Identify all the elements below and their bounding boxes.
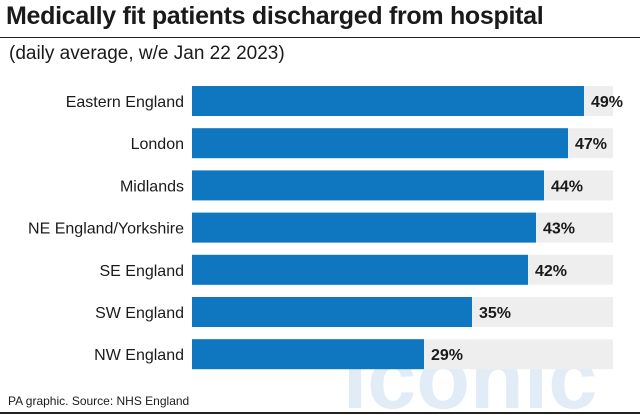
- bar: [192, 339, 424, 370]
- bar-row: Midlands 44%: [120, 170, 613, 201]
- category-label: Eastern England: [66, 94, 184, 111]
- bar-row: SE England 42%: [99, 254, 613, 285]
- category-label: NE England/Yorkshire: [28, 221, 184, 238]
- chart-title: Medically fit patients discharged from h…: [6, 2, 544, 30]
- data-label: 42%: [535, 263, 567, 280]
- data-label: 44%: [551, 178, 583, 195]
- bar-row: NE England/Yorkshire 43%: [28, 212, 613, 243]
- data-label: 49%: [591, 94, 623, 111]
- source-note: PA graphic. Source: NHS England: [8, 394, 190, 408]
- bottom-divider: [0, 412, 640, 414]
- bar-row: NW England 29%: [94, 339, 613, 370]
- bar-row: London 47%: [131, 128, 613, 159]
- title-divider: [0, 37, 640, 38]
- data-label: 29%: [431, 347, 463, 364]
- bar: [192, 86, 584, 116]
- bar: [192, 128, 568, 159]
- bar: [192, 170, 544, 201]
- data-label: 35%: [479, 305, 511, 322]
- bar: [192, 297, 472, 327]
- category-label: SE England: [99, 263, 184, 280]
- category-label: London: [131, 136, 184, 153]
- bar-row: SW England 35%: [95, 297, 613, 327]
- bar: [192, 212, 536, 243]
- chart-subtitle: (daily average, w/e Jan 22 2023): [9, 43, 285, 64]
- bar-row: Eastern England 49%: [66, 86, 623, 116]
- data-label: 43%: [543, 221, 575, 238]
- data-label: 47%: [575, 136, 607, 153]
- category-label: Midlands: [120, 178, 184, 195]
- category-label: NW England: [94, 347, 184, 364]
- category-label: SW England: [95, 305, 184, 322]
- bar: [192, 254, 528, 285]
